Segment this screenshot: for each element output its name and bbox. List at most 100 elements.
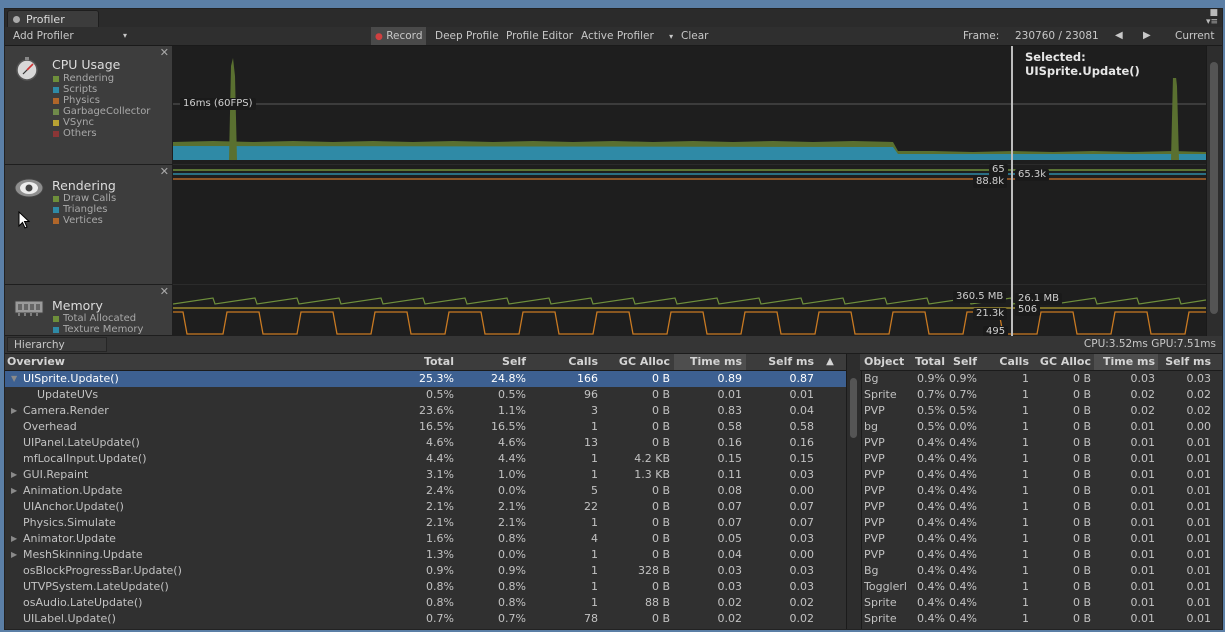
graph-plot-area[interactable]: 16ms (60FPS) Selected: UISprite.Update()… [173, 46, 1206, 338]
details-scrollbar[interactable] [846, 354, 862, 629]
previous-frame-icon[interactable]: ◀ [1115, 30, 1123, 41]
column-header-gc-alloc[interactable]: GC Alloc [618, 355, 670, 368]
record-button[interactable]: ● Record [371, 27, 427, 45]
memory-lane[interactable]: Memory Total Allocated Texture Memory ✕ [5, 285, 173, 336]
table-row[interactable]: ▼ UISprite.Update() 25.3% 24.8% 166 0 B 0.89 0.… [5, 371, 846, 387]
object-column-self[interactable]: Self [953, 355, 977, 368]
active-profiler-dropdown[interactable]: Active Profiler ▾ [577, 27, 677, 45]
object-column-calls[interactable]: Calls [999, 355, 1029, 368]
object-cell-calls: 1 [1022, 372, 1029, 385]
clear-button[interactable]: Clear [681, 30, 709, 42]
cell-calls: 4 [591, 532, 598, 545]
tab-profiler[interactable]: Profiler [7, 10, 99, 27]
collapsed-arrow-icon[interactable]: ▶ [11, 486, 18, 495]
collapsed-arrow-icon[interactable]: ▶ [11, 406, 18, 415]
cell-self: 4.4% [498, 452, 526, 465]
object-row[interactable]: PVP 0.5% 0.5% 1 0 B 0.02 0.02 [860, 403, 1222, 419]
object-column-gc-alloc[interactable]: GC Alloc [1039, 355, 1091, 368]
table-row[interactable]: ▶ GUI.Repaint 3.1% 1.0% 1 1.3 KB 0.11 0.03 [5, 467, 846, 483]
object-row[interactable]: Sprite 0.4% 0.4% 1 0 B 0.01 0.01 [860, 595, 1222, 611]
table-row[interactable]: osAudio.LateUpdate() 0.8% 0.8% 1 88 B 0.02 0.0… [5, 595, 846, 611]
object-row[interactable]: PVP 0.4% 0.4% 1 0 B 0.01 0.01 [860, 499, 1222, 515]
object-name: Sprite [864, 596, 897, 609]
object-row[interactable]: PVP 0.4% 0.4% 1 0 B 0.01 0.01 [860, 435, 1222, 451]
cell-time: 0.11 [717, 468, 743, 481]
close-icon[interactable]: ✕ [159, 165, 169, 178]
profile-editor-button[interactable]: Profile Editor [506, 30, 574, 42]
close-icon[interactable]: ✕ [159, 46, 169, 59]
legend-swatch [53, 196, 59, 202]
object-column-total[interactable]: Total [914, 355, 945, 368]
profiler-graphs: CPU Usage Rendering Scripts Physics Garbage… [5, 46, 1222, 338]
legend-label: Scripts [63, 84, 98, 95]
table-row[interactable]: Overhead 16.5% 16.5% 1 0 B 0.58 0.58 [5, 419, 846, 435]
legend-item: Physics [52, 95, 150, 106]
object-cell-selfms: 0.01 [1186, 452, 1212, 465]
object-cell-calls: 1 [1022, 596, 1029, 609]
sort-ascending-icon[interactable]: ▲ [826, 356, 834, 367]
column-header-calls[interactable]: Calls [568, 355, 598, 368]
table-row[interactable]: UpdateUVs 0.5% 0.5% 96 0 B 0.01 0.01 [5, 387, 846, 403]
object-row[interactable]: bg 0.5% 0.0% 1 0 B 0.01 0.00 [860, 419, 1222, 435]
add-profiler-dropdown[interactable]: Add Profiler ▾ [9, 27, 127, 45]
object-cell-selfms: 0.01 [1186, 532, 1212, 545]
object-row[interactable]: PVP 0.4% 0.4% 1 0 B 0.01 0.01 [860, 467, 1222, 483]
object-row[interactable]: PVP 0.4% 0.4% 1 0 B 0.01 0.01 [860, 451, 1222, 467]
table-row[interactable]: osBlockProgressBar.Update() 0.9% 0.9% 1 328 … [5, 563, 846, 579]
object-row[interactable]: Sprite 0.4% 0.4% 1 0 B 0.01 0.01 [860, 611, 1222, 627]
object-row[interactable]: Sprite 0.7% 0.7% 1 0 B 0.02 0.02 [860, 387, 1222, 403]
table-row[interactable]: Physics.Simulate 2.1% 2.1% 1 0 B 0.07 0.07 [5, 515, 846, 531]
current-frame-button[interactable]: Current [1175, 30, 1215, 42]
graph-scrollbar-thumb[interactable] [1210, 62, 1218, 314]
collapsed-arrow-icon[interactable]: ▶ [11, 550, 18, 559]
object-cell-selfms: 0.00 [1186, 420, 1212, 433]
next-frame-icon[interactable]: ▶ [1143, 30, 1151, 41]
cell-total: 0.8% [426, 596, 454, 609]
table-row[interactable]: UILabel.Update() 0.7% 0.7% 78 0 B 0.02 0.02 [5, 611, 846, 627]
table-row[interactable]: ▶ MeshSkinning.Update 1.3% 0.0% 1 0 B 0.04 0.00 [5, 547, 846, 563]
cpu-usage-lane[interactable]: CPU Usage Rendering Scripts Physics Garbage… [5, 46, 173, 165]
object-column-self-ms[interactable]: Self ms [1165, 355, 1211, 368]
cell-gc: 0 B [651, 484, 670, 497]
view-mode-dropdown[interactable]: Hierarchy [7, 337, 107, 352]
object-cell-calls: 1 [1022, 580, 1029, 593]
object-cell-selfms: 0.02 [1186, 404, 1212, 417]
table-row[interactable]: UTVPSystem.LateUpdate() 0.8% 0.8% 1 0 B 0.03 0… [5, 579, 846, 595]
table-row[interactable]: ▶ Animation.Update 2.4% 0.0% 5 0 B 0.08 0.00 [5, 483, 846, 499]
collapsed-arrow-icon[interactable]: ▶ [11, 470, 18, 479]
object-row[interactable]: PVP 0.4% 0.4% 1 0 B 0.01 0.01 [860, 483, 1222, 499]
cell-gc: 0 B [651, 532, 670, 545]
object-row[interactable]: PVP 0.4% 0.4% 1 0 B 0.01 0.01 [860, 547, 1222, 563]
column-header-time-ms[interactable]: Time ms [674, 354, 746, 370]
table-row[interactable]: UIPanel.LateUpdate() 4.6% 4.6% 13 0 B 0.16 0.1… [5, 435, 846, 451]
object-cell-calls: 1 [1022, 452, 1029, 465]
cpu-gpu-times: CPU:3.52ms GPU:7.51ms [1083, 338, 1216, 350]
object-cell-self: 0.4% [949, 484, 977, 497]
deep-profile-button[interactable]: Deep Profile [435, 30, 499, 42]
details-scrollbar-thumb[interactable] [850, 378, 857, 438]
column-header-overview[interactable]: Overview [7, 355, 65, 368]
object-row[interactable]: Bg 0.4% 0.4% 1 0 B 0.01 0.01 [860, 563, 1222, 579]
object-name: Sprite [864, 388, 897, 401]
window-menu-icon[interactable]: ■ ▾≡ [1205, 8, 1218, 27]
table-row[interactable]: UIAnchor.Update() 2.1% 2.1% 22 0 B 0.07 0.07 [5, 499, 846, 515]
object-row[interactable]: PVP 0.4% 0.4% 1 0 B 0.01 0.01 [860, 531, 1222, 547]
close-icon[interactable]: ✕ [159, 285, 169, 298]
object-row[interactable]: Togglerl 0.4% 0.4% 1 0 B 0.01 0.01 [860, 579, 1222, 595]
object-row[interactable]: PVP 0.4% 0.4% 1 0 B 0.01 0.01 [860, 515, 1222, 531]
function-name: Animator.Update [23, 532, 116, 545]
collapsed-arrow-icon[interactable]: ▶ [11, 534, 18, 543]
object-cell-self: 0.7% [949, 388, 977, 401]
table-row[interactable]: ▶ Animator.Update 1.6% 0.8% 4 0 B 0.05 0.03 [5, 531, 846, 547]
expanded-arrow-icon[interactable]: ▼ [11, 374, 18, 383]
table-row[interactable]: ▶ Camera.Render 23.6% 1.1% 3 0 B 0.83 0.04 [5, 403, 846, 419]
column-header-total[interactable]: Total [423, 355, 454, 368]
rendering-lane[interactable]: Rendering Draw Calls Triangles Vertices ✕ [5, 165, 173, 285]
graph-scrollbar[interactable] [1206, 46, 1222, 336]
object-column-time-ms[interactable]: Time ms [1094, 354, 1158, 370]
column-header-self[interactable]: Self [502, 355, 526, 368]
object-column-object[interactable]: Object [864, 355, 905, 368]
column-header-self-ms[interactable]: Self ms [768, 355, 814, 368]
table-row[interactable]: mfLocalInput.Update() 4.4% 4.4% 1 4.2 KB 0.15… [5, 451, 846, 467]
object-row[interactable]: Bg 0.9% 0.9% 1 0 B 0.03 0.03 [860, 371, 1222, 387]
